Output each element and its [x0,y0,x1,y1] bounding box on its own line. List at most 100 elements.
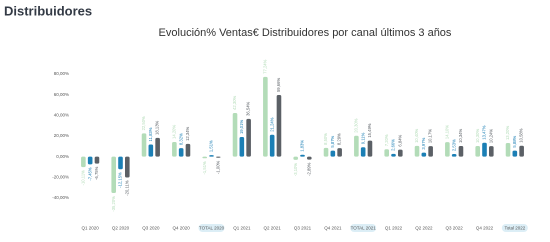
value-label: 10,40% [414,128,419,142]
bar [451,154,457,157]
value-label: 8,29% [337,133,342,145]
x-tick-label: Q3 2021 [294,226,312,231]
value-label: 1,83% [300,140,305,152]
bar [276,95,282,157]
value-label: 10,17% [428,129,433,143]
x-tick-label: TOTAL 2021 [351,226,377,231]
chart-title: Evolución% Ventas€ Distribuidores por ca… [159,27,452,39]
value-label: 10,58% [519,128,524,142]
bar [232,112,238,157]
value-label: 19,01% [239,120,244,134]
y-tick-label: 80,00% [54,71,69,76]
value-label: 13,20% [505,126,510,140]
category-pill [198,224,225,232]
x-tick-label: Q1 2021 [233,226,251,231]
bar [489,146,494,157]
x-tick-label: Q4 2021 [324,226,342,231]
bar [185,143,191,157]
value-label: 59,66% [276,78,281,92]
value-label: -2,89% [306,162,311,176]
x-tick-label: Q3 2020 [142,226,160,231]
category-pill [350,224,377,232]
bar [323,147,329,157]
value-label: -3,10% [293,163,298,177]
bar [94,156,100,164]
bar [360,147,366,157]
value-label: 14,20% [171,125,176,139]
bar [475,146,480,157]
value-label: 13,47% [482,125,487,139]
value-label: 5,87% [330,135,335,147]
y-tick-label: 0,00% [56,154,69,159]
x-tick-label: Q3 2022 [446,226,464,231]
bar [239,137,245,157]
x-tick-label: Q2 2022 [415,226,433,231]
x-tick-label: Q2 2020 [112,226,130,231]
x-tick-label: Q1 2022 [385,226,403,231]
value-label: 3,97% [421,137,426,149]
bar [87,156,93,165]
value-label: 15,49% [367,123,372,137]
category-pill [501,224,528,232]
x-tick-label: Total 2022 [504,226,525,231]
y-tick-label: -20,00% [52,175,69,180]
bar [178,148,184,157]
bar [398,149,403,157]
bar [458,145,464,157]
bar [216,156,221,158]
bar [337,148,342,157]
value-label: 11,83% [148,127,153,141]
value-label: 14,10% [444,125,449,139]
bar [519,145,524,157]
y-tick-label: 20,00% [54,133,69,138]
value-label: 10,24% [488,129,493,143]
value-label: 20,30% [353,118,358,132]
bar [354,135,359,157]
value-label: 22,50% [141,116,146,130]
value-label: -10,11% [80,170,85,186]
bar [111,156,116,194]
bar [307,156,312,160]
page-title: Distribuidores [4,3,92,18]
value-label: 7,20% [384,134,389,146]
value-label: 6,84% [397,134,402,146]
bar [141,133,147,157]
bar [209,155,214,157]
value-label: 8,50% [323,133,328,145]
value-label: 21,24% [269,117,274,131]
bar [172,141,177,157]
bar [421,152,427,157]
bar [482,142,487,157]
bar [414,145,420,157]
value-label: -1,51% [202,161,207,175]
bar [505,143,511,157]
bar [367,140,373,157]
value-label: -12,15% [118,172,123,188]
value-label: 42,30% [232,95,237,109]
value-label: -20,11% [124,180,129,196]
bar [155,137,160,157]
bar [269,134,275,157]
x-tick-label: Q2 2021 [264,226,282,231]
value-label: 1,51% [209,140,214,152]
bar [428,146,433,157]
value-label: 77,24% [262,59,267,73]
bar [125,156,130,178]
bar [384,149,389,157]
bar [391,153,396,157]
bar [148,144,154,157]
bar [202,156,207,159]
bar [81,156,86,168]
value-label: 10,34% [458,129,463,143]
bar [246,118,251,157]
bar [445,142,450,157]
value-label: 12,34% [185,126,190,140]
value-label: 8,32% [178,133,183,145]
value-label: 2,66% [391,139,396,151]
bar [330,150,336,157]
y-tick-label: -40,00% [52,195,69,200]
y-tick-label: 40,00% [54,113,69,118]
bar [118,156,123,170]
value-label: -35,20% [111,196,116,212]
